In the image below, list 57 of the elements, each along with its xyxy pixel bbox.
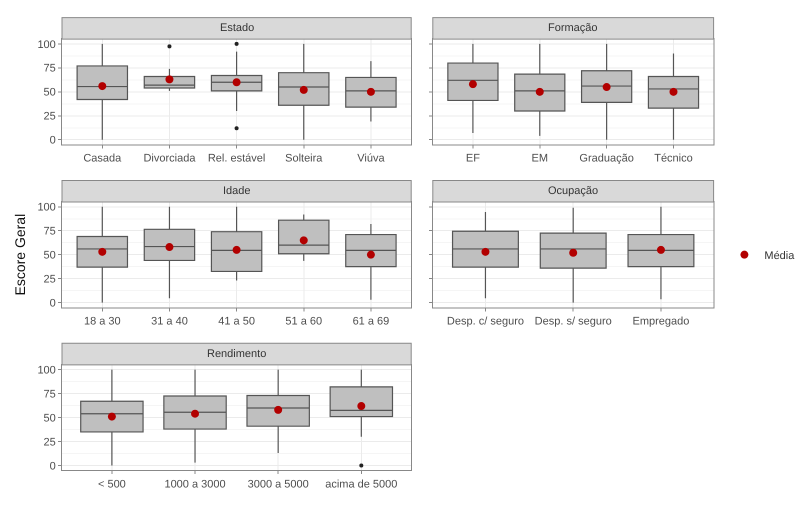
point [366,250,375,259]
x-tick-label: acima de 5000 [325,478,398,490]
y-tick-label: 25 [44,273,56,286]
x-tick-label: < 500 [98,478,126,490]
y-tick-label: 75 [44,226,56,238]
y-tick-label: 25 [44,436,56,448]
y-tick-label: 75 [44,62,56,75]
x-tick-label: 51 a 60 [285,316,322,328]
x-tick-label: Desp. s/ seguro [534,316,612,328]
y-tick-label: 100 [37,202,56,214]
point [300,86,308,94]
x-tick-label: Divorciada [143,152,196,165]
point [232,246,241,254]
y-tick-label: 100 [37,38,56,51]
x-tick-label: 18 a 30 [84,316,121,328]
x-tick-label: 31 a 40 [151,316,188,328]
y-tick-label: 0 [50,460,56,472]
chart-title: Estado [220,22,254,34]
chart-title: Ocupação [548,185,598,197]
point [274,406,282,414]
x-tick-label: Graduação [579,152,634,165]
point [108,412,116,421]
point [300,236,308,244]
y-tick-label: 50 [44,412,56,424]
point [366,88,375,96]
point [98,82,106,90]
chart-title: Rendimento [207,348,266,360]
point [232,78,241,86]
x-tick-label: 61 a 69 [352,316,390,328]
point [191,410,200,418]
x-tick-label: Casada [83,152,122,165]
x-tick-label: Empregado [632,316,690,328]
point [98,248,106,256]
point [165,243,174,252]
point [165,75,174,84]
y-tick-label: 50 [44,86,56,99]
x-tick-label: 1000 a 3000 [164,478,226,490]
x-tick-label: 41 a 50 [218,316,255,328]
chart-title: Idade [223,185,251,197]
y-tick-label: 100 [37,364,56,376]
x-tick-label: EF [466,152,480,165]
x-tick-label: EM [532,152,548,165]
x-tick-label: Viúva [357,152,386,165]
x-tick-label: Técnico [654,152,693,165]
point [357,402,366,410]
y-tick-label: 25 [44,110,56,123]
y-tick-label: 0 [50,297,56,310]
chart-title: Formação [548,22,598,34]
x-tick-label: 3000 a 5000 [248,478,309,490]
y-tick-label: 50 [44,250,56,262]
y-axis-title: Escore Geral [12,214,28,296]
x-tick-label: Rel. estável [208,152,266,165]
x-tick-label: Solteira [285,152,324,165]
x-tick-label: Desp. c/ seguro [446,316,524,328]
y-tick-label: 0 [50,134,56,147]
legend-label: Média [764,250,796,262]
y-tick-label: 75 [44,388,56,400]
